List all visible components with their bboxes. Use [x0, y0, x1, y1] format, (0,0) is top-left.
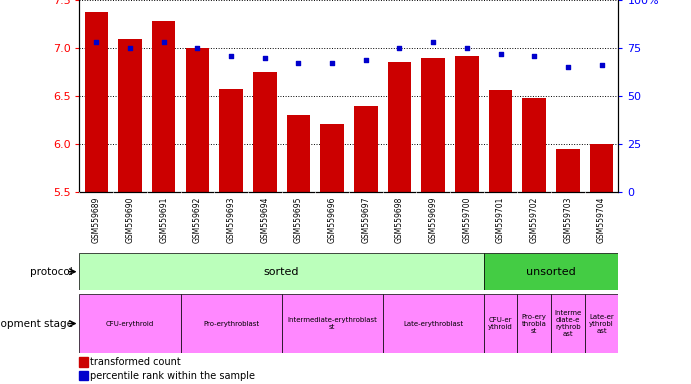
Text: GSM559692: GSM559692: [193, 197, 202, 243]
Bar: [152, 21, 176, 192]
Text: transformed count: transformed count: [90, 357, 180, 367]
Bar: [455, 56, 479, 192]
Text: Late-erythroblast: Late-erythroblast: [403, 321, 463, 326]
Text: GSM559691: GSM559691: [159, 197, 168, 243]
Text: CFU-erythroid: CFU-erythroid: [106, 321, 154, 326]
Bar: [484, 253, 618, 290]
Bar: [287, 115, 310, 192]
Text: CFU-er
ythroid: CFU-er ythroid: [488, 317, 513, 330]
Text: GSM559703: GSM559703: [563, 197, 572, 243]
Bar: [354, 106, 377, 192]
Text: protocol: protocol: [30, 266, 73, 277]
Text: GSM559696: GSM559696: [328, 197, 337, 243]
Bar: [79, 253, 484, 290]
Point: [596, 62, 607, 68]
Text: GSM559698: GSM559698: [395, 197, 404, 243]
Text: Late-er
ythrobl
ast: Late-er ythrobl ast: [589, 313, 614, 334]
Bar: [388, 63, 411, 192]
Point: [259, 55, 270, 61]
Text: GSM559699: GSM559699: [428, 197, 437, 243]
Text: GSM559695: GSM559695: [294, 197, 303, 243]
Bar: [585, 294, 618, 353]
Bar: [590, 144, 614, 192]
Text: GSM559701: GSM559701: [496, 197, 505, 243]
Text: GSM559690: GSM559690: [126, 197, 135, 243]
Bar: [551, 294, 585, 353]
Point: [225, 53, 236, 59]
Point: [462, 45, 473, 51]
Point: [158, 39, 169, 45]
Point: [293, 60, 304, 66]
Bar: [484, 294, 518, 353]
Text: development stage: development stage: [0, 318, 73, 329]
Bar: [422, 58, 445, 192]
Bar: [253, 72, 276, 192]
Text: GSM559693: GSM559693: [227, 197, 236, 243]
Text: percentile rank within the sample: percentile rank within the sample: [90, 371, 255, 381]
Text: Pro-erythroblast: Pro-erythroblast: [203, 321, 259, 326]
Text: sorted: sorted: [264, 266, 299, 277]
Text: GSM559704: GSM559704: [597, 197, 606, 243]
Bar: [383, 294, 484, 353]
Bar: [518, 294, 551, 353]
Point: [91, 39, 102, 45]
Point: [529, 53, 540, 59]
Bar: [489, 90, 512, 192]
Text: GSM559697: GSM559697: [361, 197, 370, 243]
Point: [394, 45, 405, 51]
Bar: [118, 40, 142, 192]
Bar: [522, 98, 546, 192]
Bar: [556, 149, 580, 192]
Point: [495, 51, 506, 57]
Text: Interme
diate-e
rythrob
ast: Interme diate-e rythrob ast: [554, 310, 582, 337]
Text: Pro-ery
throbla
st: Pro-ery throbla st: [522, 313, 547, 334]
Point: [327, 60, 338, 66]
Text: unsorted: unsorted: [527, 266, 576, 277]
Text: GSM559689: GSM559689: [92, 197, 101, 243]
Point: [192, 45, 203, 51]
Bar: [186, 48, 209, 192]
Point: [562, 64, 574, 70]
Text: Intermediate-erythroblast
st: Intermediate-erythroblast st: [287, 317, 377, 330]
Text: GSM559702: GSM559702: [530, 197, 539, 243]
Bar: [79, 294, 180, 353]
Point: [124, 45, 135, 51]
Point: [360, 56, 371, 63]
Text: GSM559700: GSM559700: [462, 197, 471, 243]
Bar: [321, 124, 344, 192]
Bar: [281, 294, 383, 353]
Bar: [180, 294, 281, 353]
Point: [428, 39, 439, 45]
Bar: [84, 12, 108, 192]
Bar: [219, 89, 243, 192]
Text: GSM559694: GSM559694: [261, 197, 269, 243]
